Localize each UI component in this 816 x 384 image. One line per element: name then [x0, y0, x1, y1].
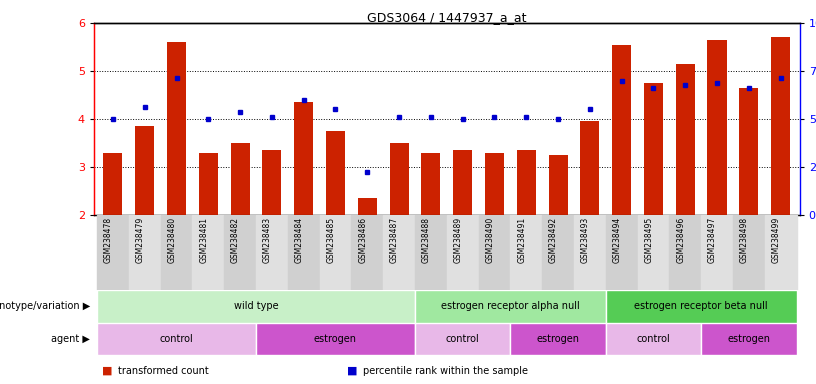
Bar	[256, 215, 288, 290]
Bar	[384, 215, 415, 290]
Text: GSM238493: GSM238493	[581, 217, 590, 263]
Bar	[446, 215, 478, 290]
Text: GSM238482: GSM238482	[231, 217, 240, 263]
Text: GSM238485: GSM238485	[326, 217, 335, 263]
Text: GSM238495: GSM238495	[645, 217, 654, 263]
Bar	[256, 323, 415, 355]
Bar	[771, 38, 790, 215]
Bar	[478, 215, 510, 290]
Bar	[161, 215, 193, 290]
Bar	[167, 42, 186, 215]
Bar	[733, 215, 765, 290]
Bar	[510, 323, 605, 355]
Bar	[135, 126, 154, 215]
Bar	[294, 102, 313, 215]
Bar	[193, 215, 224, 290]
Text: ■: ■	[347, 366, 357, 376]
Bar	[542, 215, 574, 290]
Text: GSM238479: GSM238479	[135, 217, 144, 263]
Text: GSM238494: GSM238494	[613, 217, 622, 263]
Bar	[548, 155, 568, 215]
Text: control: control	[446, 334, 480, 344]
Text: GSM238488: GSM238488	[422, 217, 431, 263]
Text: GSM238487: GSM238487	[390, 217, 399, 263]
Text: estrogen receptor alpha null: estrogen receptor alpha null	[441, 301, 579, 311]
Bar	[701, 215, 733, 290]
Bar	[104, 153, 122, 215]
Bar	[707, 40, 726, 215]
Text: GSM238486: GSM238486	[358, 217, 367, 263]
Text: genotype/variation ▶: genotype/variation ▶	[0, 301, 90, 311]
Text: control: control	[636, 334, 670, 344]
Bar	[765, 215, 796, 290]
Text: agent ▶: agent ▶	[51, 334, 90, 344]
Bar	[352, 215, 384, 290]
Text: GSM238492: GSM238492	[549, 217, 558, 263]
Text: GDS3064 / 1447937_a_at: GDS3064 / 1447937_a_at	[367, 12, 526, 25]
Text: estrogen: estrogen	[537, 334, 579, 344]
Bar	[510, 215, 542, 290]
Bar	[326, 131, 345, 215]
Text: GSM238478: GSM238478	[104, 217, 113, 263]
Bar	[389, 143, 409, 215]
Text: GSM238490: GSM238490	[486, 217, 494, 263]
Bar	[288, 215, 320, 290]
Bar	[676, 64, 694, 215]
Text: GSM238496: GSM238496	[676, 217, 685, 263]
Bar	[415, 290, 605, 323]
Text: percentile rank within the sample: percentile rank within the sample	[363, 366, 528, 376]
Bar	[129, 215, 161, 290]
Text: GSM238497: GSM238497	[708, 217, 717, 263]
Bar	[574, 215, 605, 290]
Bar	[224, 215, 256, 290]
Bar	[701, 323, 796, 355]
Bar	[605, 323, 701, 355]
Text: GSM238491: GSM238491	[517, 217, 526, 263]
Bar	[485, 153, 504, 215]
Bar	[97, 323, 256, 355]
Text: transformed count: transformed count	[118, 366, 209, 376]
Text: estrogen: estrogen	[727, 334, 770, 344]
Text: GSM238499: GSM238499	[772, 217, 781, 263]
Bar	[669, 215, 701, 290]
Bar	[421, 153, 441, 215]
Bar	[739, 88, 758, 215]
Bar	[415, 323, 510, 355]
Bar	[97, 215, 129, 290]
Bar	[415, 215, 446, 290]
Bar	[357, 198, 377, 215]
Bar	[97, 290, 415, 323]
Bar	[605, 215, 637, 290]
Bar	[453, 150, 472, 215]
Text: GSM238483: GSM238483	[263, 217, 272, 263]
Bar	[644, 83, 663, 215]
Bar	[637, 215, 669, 290]
Text: GSM238498: GSM238498	[740, 217, 749, 263]
Text: GSM238489: GSM238489	[454, 217, 463, 263]
Text: GSM238484: GSM238484	[295, 217, 304, 263]
Text: GSM238480: GSM238480	[167, 217, 176, 263]
Bar	[580, 121, 600, 215]
Bar	[517, 150, 536, 215]
Text: ■: ■	[102, 366, 113, 376]
Text: GSM238481: GSM238481	[199, 217, 208, 263]
Text: control: control	[160, 334, 193, 344]
Bar	[231, 143, 250, 215]
Text: estrogen: estrogen	[314, 334, 357, 344]
Bar	[199, 153, 218, 215]
Bar	[320, 215, 352, 290]
Bar	[263, 150, 282, 215]
Text: wild type: wild type	[233, 301, 278, 311]
Bar	[605, 290, 796, 323]
Text: estrogen receptor beta null: estrogen receptor beta null	[634, 301, 768, 311]
Bar	[612, 45, 631, 215]
